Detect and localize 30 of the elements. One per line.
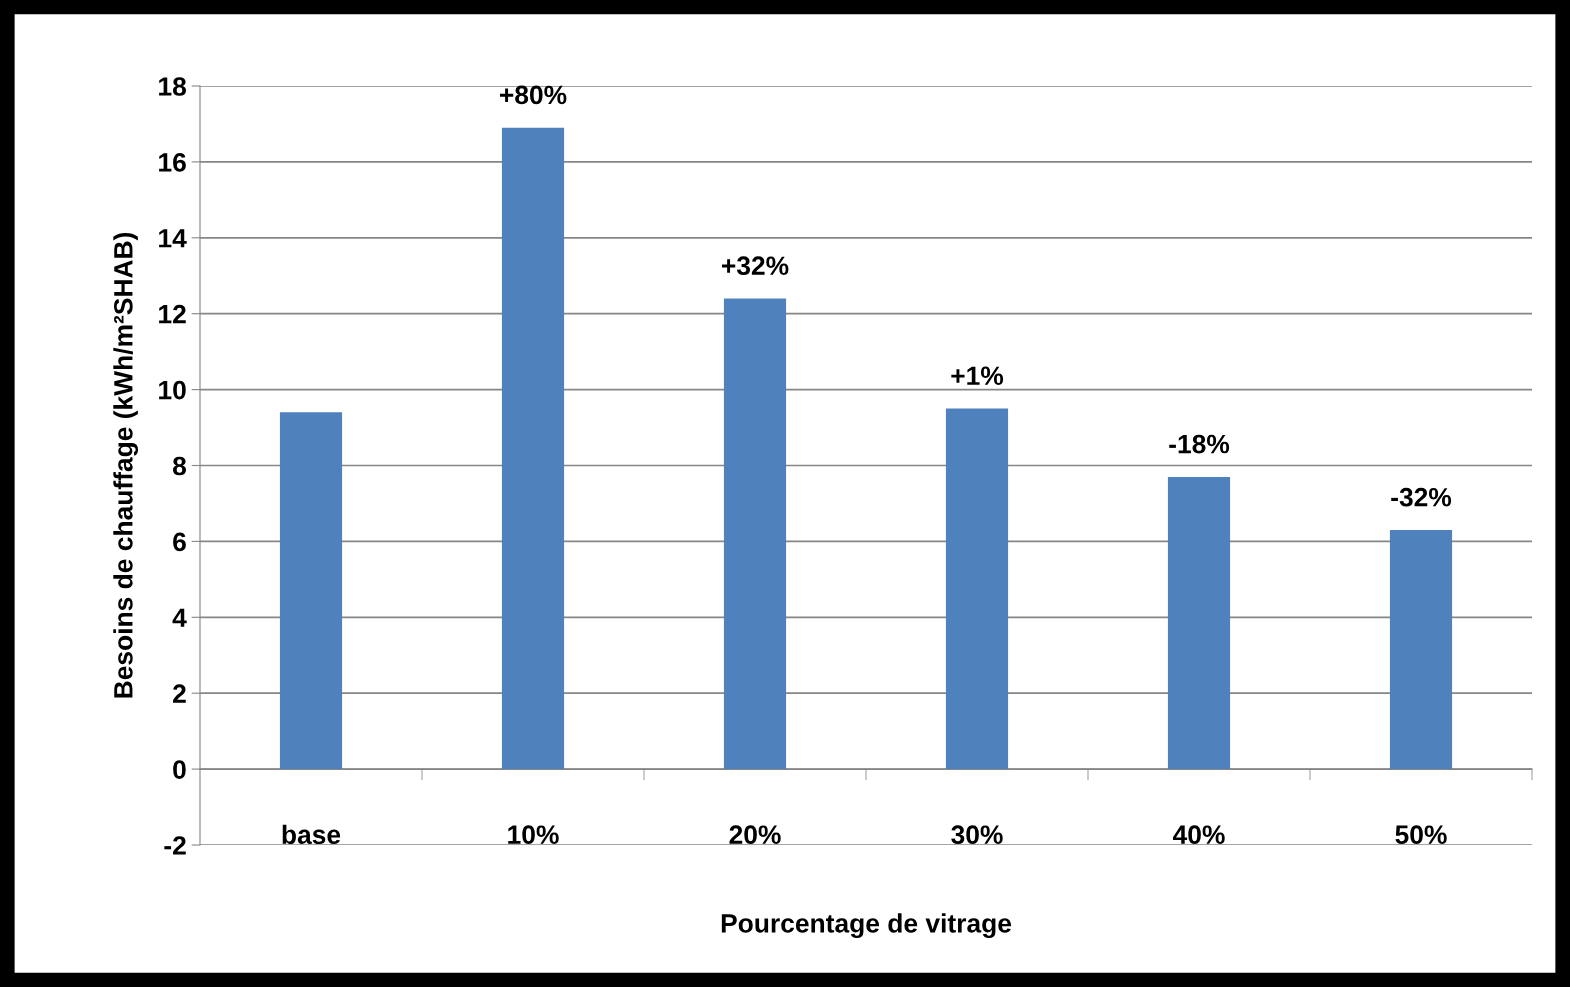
y-tick-label: 16 <box>159 153 186 172</box>
bar <box>1389 530 1453 770</box>
bar <box>723 298 787 770</box>
y-tick-label: 2 <box>173 684 186 703</box>
bar <box>1167 476 1231 770</box>
y-tick-label: 14 <box>159 229 187 248</box>
x-tick-label: 40% <box>1172 825 1225 845</box>
x-tick-label: 10% <box>508 825 559 845</box>
bar <box>279 412 343 770</box>
y-tick-label: 0 <box>173 760 186 779</box>
annotation: +1% <box>951 366 1004 386</box>
x-tick-label: 30% <box>951 825 1003 845</box>
y-tick-label: 4 <box>172 608 187 627</box>
y-tick-label: 10 <box>159 380 186 400</box>
x-tick-label: 20% <box>729 825 781 845</box>
bar <box>501 127 565 770</box>
annotation: +32% <box>722 256 789 276</box>
bar <box>945 408 1009 770</box>
y-tick-label: 6 <box>173 532 186 552</box>
y-tick-label: -2 <box>164 836 186 855</box>
y-tick-label: 12 <box>159 304 186 324</box>
y-tick-label: 18 <box>159 77 186 96</box>
x-tick-label: 50% <box>1395 825 1447 845</box>
x-tick-label: base <box>282 824 341 845</box>
annotation: +80% <box>500 85 567 105</box>
annotation: -32% <box>1391 487 1452 507</box>
annotation: -18% <box>1169 434 1230 454</box>
x-axis-title: Pourcentage de vitrage <box>721 913 1012 939</box>
y-tick-label: 8 <box>172 456 186 476</box>
y-axis-title: Besoins de chauffage (kWh/m²SHAB) <box>113 232 139 698</box>
